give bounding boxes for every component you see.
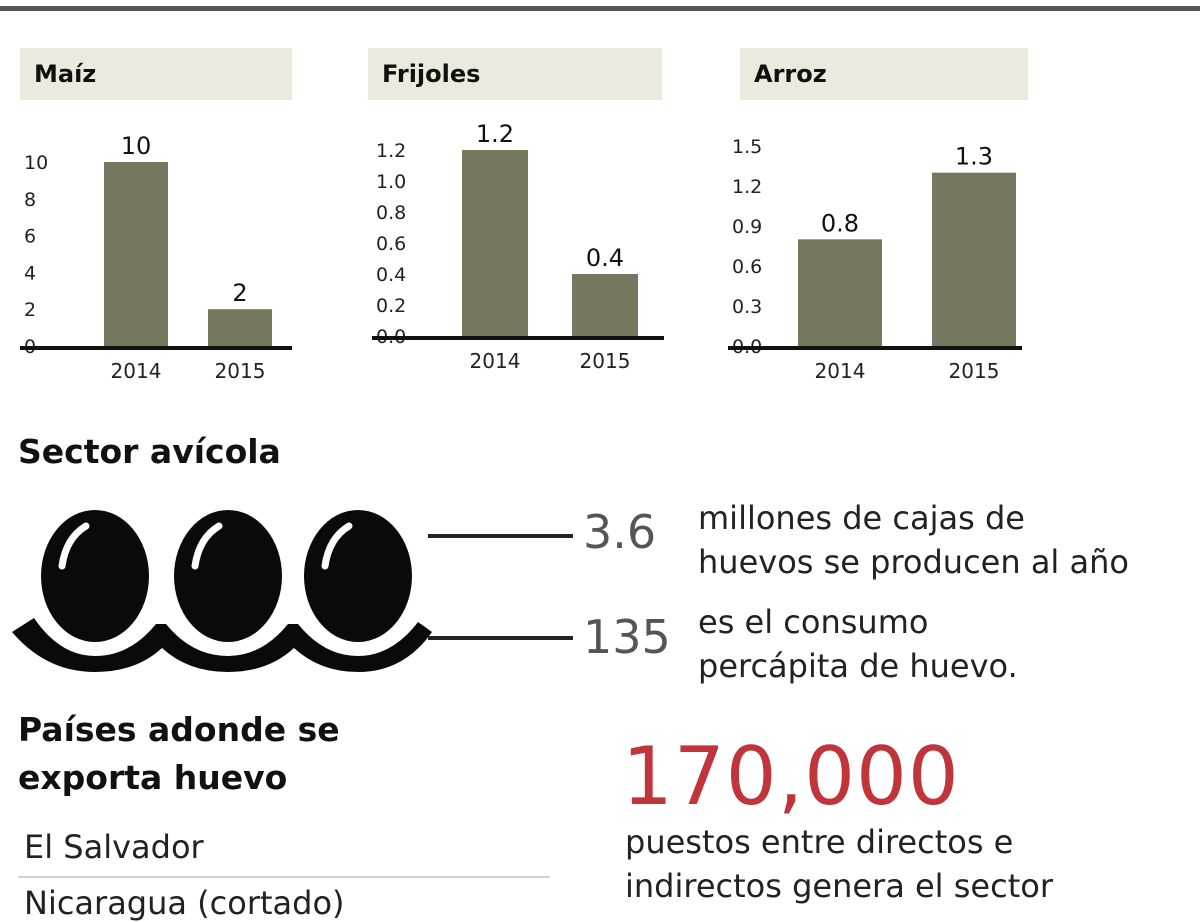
y-tick-label: 1.0	[376, 171, 406, 193]
stat-text-cajas-line2: huevos se producen al año	[698, 543, 1129, 581]
chart-title-arroz: Arroz	[740, 48, 1028, 100]
sector-title: Sector avícola	[18, 432, 281, 471]
y-tick-label: 0.9	[732, 216, 762, 238]
country-divider	[18, 876, 550, 878]
y-tick-label: 6	[24, 226, 36, 248]
stat-number-cajas: 3.6	[583, 505, 657, 559]
country-item: El Salvador	[24, 828, 204, 866]
bar-2015	[572, 274, 638, 336]
jobs-text-line1: puestos entre directos e	[625, 823, 1014, 861]
x-tick-label: 2014	[815, 359, 866, 383]
jobs-number: 170,000	[622, 730, 960, 823]
y-tick-label: 10	[24, 152, 48, 174]
bar-value-label: 10	[121, 132, 152, 160]
y-tick-label: 1.2	[376, 140, 406, 162]
countries-title-line1: Países adonde se	[18, 710, 340, 749]
x-tick-label: 2014	[470, 349, 521, 373]
y-tick-label: 2	[24, 299, 36, 321]
top-rule	[0, 6, 1200, 11]
chart-title-maiz: Maíz	[20, 48, 292, 100]
eggs-carton-icon	[12, 510, 432, 672]
bar-value-label: 0.8	[821, 209, 859, 237]
y-tick-label: 0.6	[376, 233, 406, 255]
stat-leader-line-1	[428, 534, 573, 538]
bar-value-label: 1.2	[476, 120, 514, 148]
bar-2015	[932, 172, 1016, 346]
countries-title: Países adonde se exporta huevo	[18, 706, 438, 802]
stat-text-cajas: millones de cajas de huevos se producen …	[698, 496, 1200, 584]
x-axis-line	[728, 346, 1022, 350]
stat-leader-line-2	[428, 636, 573, 640]
bar-2014	[104, 162, 168, 346]
x-axis-line	[372, 336, 664, 340]
stat-number-consumo: 135	[583, 610, 671, 664]
bar-2014	[462, 150, 528, 336]
y-tick-label: 0.6	[732, 256, 762, 278]
bar-value-label: 2	[232, 279, 247, 307]
y-tick-label: 1.2	[732, 176, 762, 198]
y-tick-label: 0.8	[376, 202, 406, 224]
stat-text-consumo: es el consumo percápita de huevo.	[698, 600, 1200, 688]
x-tick-label: 2015	[580, 349, 631, 373]
bar-2015	[208, 309, 272, 346]
x-tick-label: 2015	[215, 359, 266, 383]
y-tick-label: 1.5	[732, 136, 762, 158]
chart-title-frijoles: Frijoles	[368, 48, 662, 100]
country-item: Nicaragua (cortado)	[24, 884, 345, 922]
y-tick-label: 0.3	[732, 296, 762, 318]
chart-maiz: 024681010201422015	[20, 132, 292, 383]
y-tick-label: 8	[24, 189, 36, 211]
countries-title-line2: exporta huevo	[18, 758, 288, 797]
jobs-text-line2: indirectos genera el sector	[625, 867, 1053, 905]
y-tick-label: 0.2	[376, 295, 406, 317]
bar-value-label: 1.3	[955, 143, 993, 171]
stat-text-consumo-line2: percápita de huevo.	[698, 647, 1018, 685]
x-tick-label: 2014	[111, 359, 162, 383]
y-tick-label: 4	[24, 262, 36, 284]
x-axis-line	[20, 346, 292, 350]
x-tick-label: 2015	[949, 359, 1000, 383]
stat-text-cajas-line1: millones de cajas de	[698, 499, 1025, 537]
stat-text-consumo-line1: es el consumo	[698, 603, 929, 641]
bar-value-label: 0.4	[586, 244, 624, 272]
bar-2014	[798, 239, 882, 346]
jobs-text: puestos entre directos e indirectos gene…	[625, 820, 1185, 908]
y-tick-label: 0.4	[376, 264, 406, 286]
